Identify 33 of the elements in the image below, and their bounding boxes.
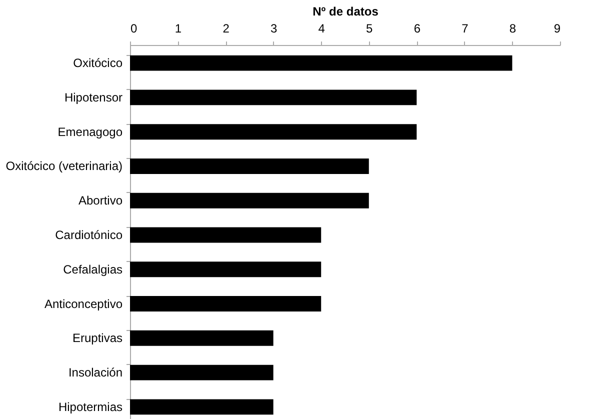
x-axis-title: Nº de datos — [312, 4, 379, 18]
x-tick-label: 1 — [174, 22, 182, 36]
x-tick-label: 8 — [509, 22, 516, 36]
x-tick-label: 9 — [554, 22, 561, 36]
y-tick-label: Abortivo — [78, 194, 123, 208]
y-tick-label: Oxitócico — [73, 56, 123, 70]
y-tick-label: Hipotermias — [58, 400, 122, 414]
y-tick-label: Cefalalgias — [63, 262, 122, 276]
x-tick-label: 2 — [222, 22, 230, 36]
y-tick-label: Hipotensor — [64, 90, 123, 104]
y-tick-label: Oxitócico (veterinaria) — [6, 159, 122, 174]
bar — [130, 158, 369, 174]
x-tick-label: 3 — [270, 22, 278, 36]
bar — [130, 227, 322, 243]
bar — [130, 399, 274, 415]
bar — [130, 55, 512, 71]
bar — [130, 192, 369, 208]
bar — [130, 296, 322, 312]
bar — [130, 124, 417, 140]
x-tick-label: 5 — [366, 22, 374, 36]
bar — [130, 364, 274, 380]
y-tick-label: Anticonceptivo — [44, 296, 123, 311]
y-tick-label: Cardiotónico — [55, 228, 123, 242]
x-tick-label: 6 — [414, 22, 421, 36]
bar — [130, 262, 322, 278]
x-tick-label: 0 — [130, 22, 138, 36]
x-tick-label: 4 — [318, 22, 326, 36]
x-tick-label: 7 — [462, 22, 469, 36]
y-tick-label: Insolación — [68, 366, 122, 380]
y-tick-label: Eruptivas — [72, 331, 122, 346]
y-tick-label: Emenagogo — [58, 124, 123, 139]
bar — [130, 330, 274, 346]
bar — [130, 90, 417, 106]
